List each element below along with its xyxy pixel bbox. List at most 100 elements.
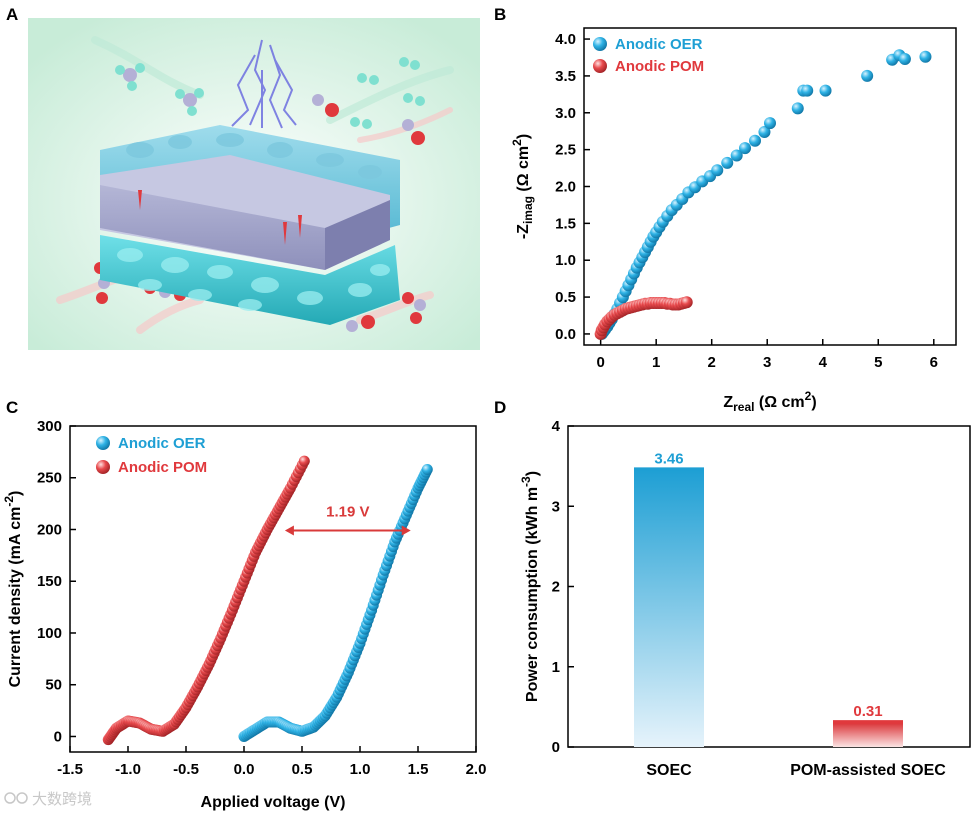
chart-d-y-tick-label: 2 [552,579,560,596]
chart-d-y-axis-label-sup: -3 [519,476,533,487]
chart-c-polarization-curve: -1.5 -1.0 -0.5 0.0 0.5 1.0 1.5 2.0 0 50 100 150 200 2… [2,418,486,811]
chart-b-y-tick-label: 3.0 [555,105,576,122]
chart-b-point-oer [711,164,724,177]
gas-molecules-icons [94,57,426,332]
chart-c-legend-marker [96,436,110,450]
chart-b-y-axis-label-sup: 2 [510,139,524,146]
chart-b-x-axis-label: Zreal (Ω cm2) [723,389,816,414]
chart-b-nyquist-plot: 0 1 2 3 4 5 6 0.0 0.5 1.0 1.5 2.0 2.5 3.0 3.5 4.0 Zreal … [510,27,957,414]
chart-c-y-tick-label: 50 [45,677,62,694]
chart-b-x-axis-label-sup: 2 [805,389,812,403]
chart-b-point-oer [819,84,832,97]
chart-b-x-tick-label: 5 [874,354,882,371]
chart-c-point-oer [421,463,433,475]
chart-c-x-tick-label: 2.0 [466,761,487,778]
chart-b-y-tick-label: 4.0 [555,31,576,48]
watermark-text: 大数跨境 [32,790,92,808]
chart-b-y-axis-label-close: ) [515,134,532,139]
chart-d-value-label: 0.31 [853,703,882,720]
chart-c-y-axis-label-sup: -2 [2,496,16,507]
chart-d-category-label: POM-assisted SOEC [790,762,946,779]
chart-c-legend-marker [96,460,110,474]
chart-c-y-tick-label: 100 [37,625,62,642]
chart-d-y-tick-label: 4 [552,418,561,435]
chart-b-x-tick-label: 2 [708,354,716,371]
chart-b-x-tick-label: 1 [652,354,660,371]
chart-b-point-oer [758,125,771,138]
chart-c-y-tick-label: 150 [37,573,62,590]
chart-b-x-tick-label: 6 [930,354,938,371]
chart-b-point-oer [861,69,874,82]
chart-c-x-tick-label: -1.5 [57,761,83,778]
chart-d-frame [567,425,971,748]
chart-d-category-label: SOEC [646,762,692,779]
chart-c-point-pom [298,455,310,467]
electricity-discharge-icon [231,39,297,129]
chart-c-x-tick-label: -0.5 [173,761,199,778]
chart-b-legend-marker [593,37,607,51]
chart-c-frame [69,425,477,753]
chart-d-bar-pom-soec [833,722,903,747]
chart-b-point-oer [749,134,762,147]
chart-b-y-tick-label: 0.0 [555,326,576,343]
panel-label-d: D [494,398,506,417]
chart-b-point-oer [764,117,776,130]
chart-b-y-axis-label-sub: imag [521,196,535,224]
panel-label-c: C [6,398,18,417]
watermark-logo-icon [4,792,16,804]
chart-b-point-oer [739,142,752,155]
chart-b-y-tick-label: 0.5 [555,289,576,306]
chart-b-legend-marker [593,59,607,73]
chart-d-y-axis-label-main: Power consumption (kWh m [524,487,541,702]
chart-d-y-tick-label: 3 [552,498,560,515]
chart-c-x-axis-label: Applied voltage (V) [201,794,346,811]
chart-c-y-axis-label-close: ) [7,491,24,496]
chart-b-point-oer [801,84,814,97]
chart-b-frame [583,27,957,346]
chart-c-y-axis-label: Current density (mA cm-2) [2,491,24,688]
chart-c-y-tick-label: 300 [37,418,62,435]
chart-c-legend-label: Anodic POM [118,459,207,476]
chart-c-y-tick-label: 0 [54,728,62,745]
chart-b-y-tick-label: 3.5 [555,68,576,85]
chart-c-y-tick-label: 200 [37,521,62,538]
chart-b-y-axis-label-main: -Z [515,224,532,239]
chart-c-y-axis-label-main: Current density (mA cm [7,507,24,688]
chart-b-y-tick-label: 2.5 [555,142,576,159]
chart-c-x-tick-label: 0.5 [292,761,313,778]
chart-b-point-oer [791,102,804,115]
chart-b-x-tick-label: 4 [819,354,828,371]
chart-b-legend-label: Anodic OER [615,36,703,53]
chart-c-x-tick-label: 0.0 [234,761,255,778]
chart-c-gap-annotation: 1.19 V [326,504,369,521]
electrolyte-membrane [100,155,390,270]
chart-d-bar-soec [634,469,704,747]
chart-b-x-axis-label-close: ) [811,394,816,411]
chart-b-y-tick-label: 2.0 [555,179,576,196]
cell-schematic-illustration [28,18,480,350]
chart-d-y-tick-label: 1 [552,659,560,676]
cathode-layer [100,235,400,325]
chart-b-x-tick-label: 0 [596,354,604,371]
chart-c-x-tick-label: -1.0 [115,761,141,778]
watermark: 大数跨境 [4,790,92,808]
chart-d-y-axis-label-close: ) [524,471,541,476]
panel-label-a: A [6,5,18,24]
chart-b-point-oer [919,50,932,63]
chart-b-legend-label: Anodic POM [615,58,704,75]
chart-b-y-axis-label: -Zimag (Ω cm2) [510,134,535,239]
chart-c-legend-label: Anodic OER [118,435,206,452]
panel-label-b: B [494,5,506,24]
chart-d-value-label: 3.46 [654,450,683,467]
chart-c-y-tick-label: 250 [37,470,62,487]
chart-d-y-tick-label: 0 [552,739,560,756]
chart-b-point-oer [730,149,743,162]
chart-b-x-axis-label-sub: real [733,400,754,414]
chart-b-y-tick-label: 1.0 [555,252,576,269]
chart-c-x-tick-label: 1.0 [350,761,371,778]
chart-b-x-tick-label: 3 [763,354,771,371]
chart-b-point-oer [721,156,734,169]
chart-b-y-axis-label-unit: (Ω cm [515,146,532,196]
chart-d-y-axis-label: Power consumption (kWh m-3) [519,471,541,702]
